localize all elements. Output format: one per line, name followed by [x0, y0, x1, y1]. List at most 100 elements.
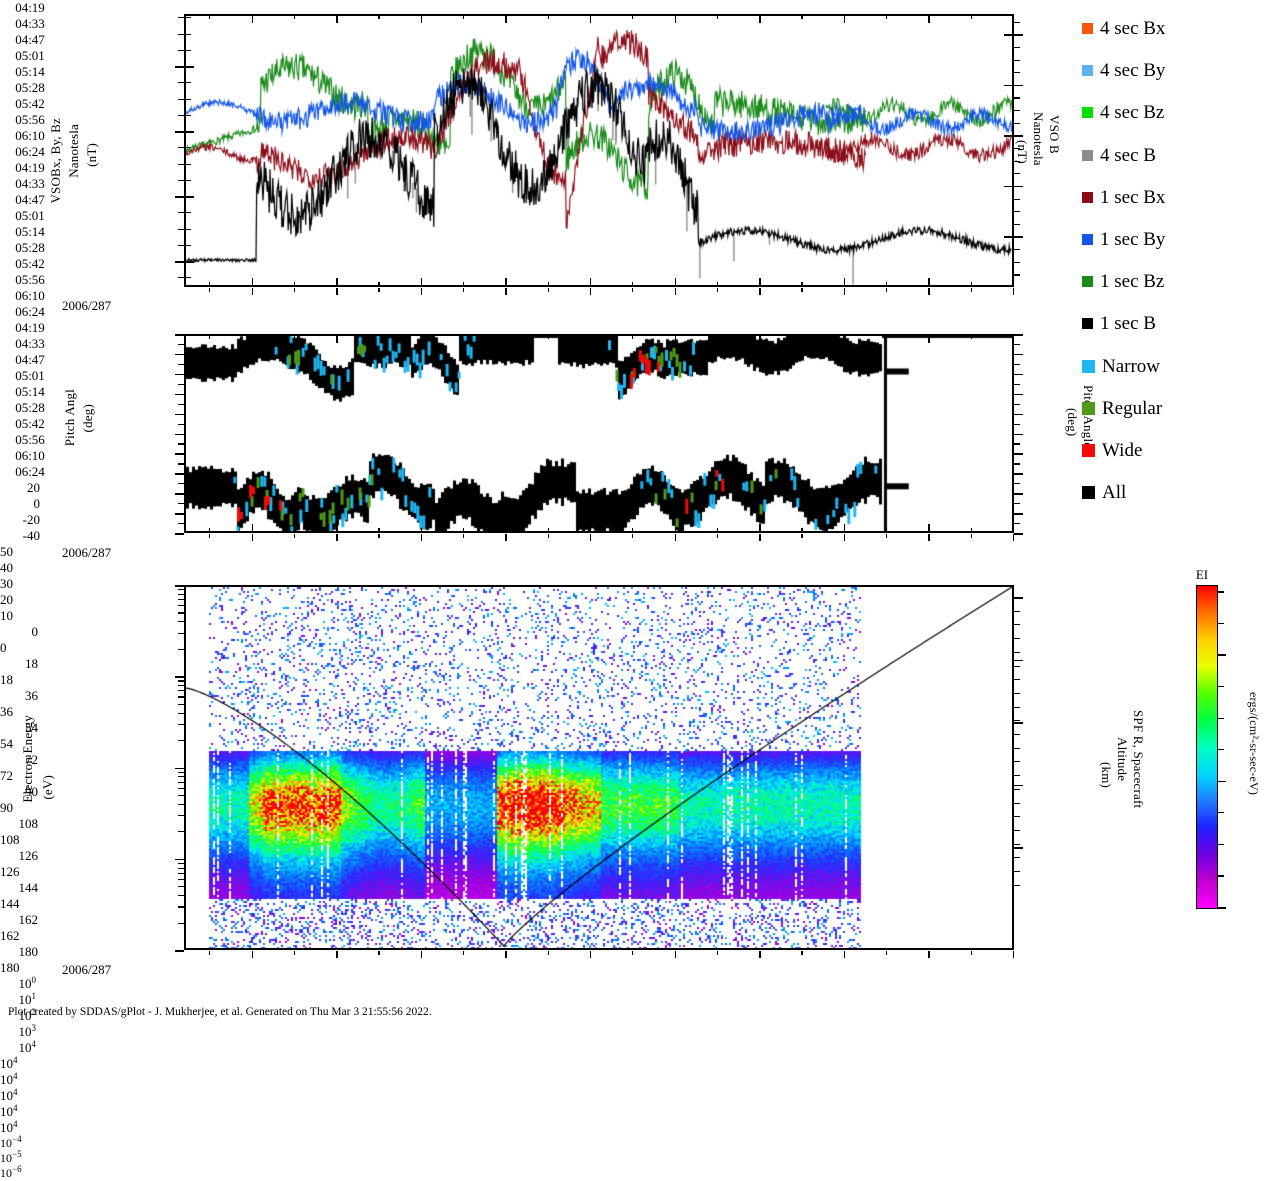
- legend-item-4-sec-by[interactable]: 4 sec By: [1082, 61, 1165, 80]
- y-major-tick-right: [1014, 513, 1023, 515]
- y-minor-tick: [178, 815, 184, 817]
- y-minor-tick-right: [1014, 597, 1020, 599]
- legend-swatch: [1082, 234, 1093, 245]
- y-axis-tick-label: 101: [18, 991, 37, 1007]
- y-minor-tick: [178, 343, 184, 346]
- y-axis-right-tick-label: 10: [0, 608, 13, 623]
- y-axis-right-tick-label: 30: [0, 576, 13, 591]
- x-minor-tick-out: [463, 288, 465, 292]
- y-axis-right-tick-label: 20: [0, 592, 13, 607]
- x-major-tick-out: [251, 534, 253, 541]
- x-major-tick: [1012, 334, 1015, 343]
- y-minor-tick-right: [1014, 775, 1020, 777]
- legend-item-4-sec-bx[interactable]: 4 sec Bx: [1082, 19, 1165, 38]
- panel2-right-ylabel-line2: (deg): [1065, 408, 1080, 437]
- y-axis-tick-label: 0: [31, 624, 39, 639]
- y-minor-tick-right: [1014, 761, 1020, 763]
- legend-item-1-sec-by[interactable]: 1 sec By: [1082, 230, 1165, 249]
- y-major-tick: [175, 66, 184, 68]
- y-minor-tick-right: [1014, 110, 1020, 112]
- legend-item-4-sec-bz[interactable]: 4 sec Bz: [1082, 103, 1164, 122]
- x-major-tick-out: [420, 534, 423, 541]
- y-minor-tick-right: [1014, 747, 1020, 749]
- x-axis-tick-label: 06:24: [15, 144, 45, 159]
- electron-energy-spectrogram-image: [186, 587, 1012, 948]
- y-axis-right-tick-label: 54: [0, 736, 13, 751]
- x-axis-tick-label: 05:14: [15, 64, 45, 79]
- legend-label: Narrow: [1102, 355, 1161, 377]
- y-minor-tick: [178, 723, 184, 726]
- y-minor-tick-right: [1014, 363, 1020, 366]
- panel1-right-ylabel-line1: VSO B: [1047, 115, 1062, 154]
- x-minor-tick-out: [378, 288, 380, 292]
- legend-swatch: [1082, 23, 1093, 34]
- y-axis-right-tick-label: 18: [0, 672, 13, 687]
- legend-item-1-sec-b[interactable]: 1 sec B: [1082, 314, 1156, 333]
- legend-item-wide[interactable]: Wide: [1082, 441, 1142, 460]
- y-axis-right-tick-label: 104: [0, 1071, 18, 1087]
- y-major-tick-right: [1014, 473, 1023, 475]
- y-axis-right-tick-label: 108: [0, 832, 20, 847]
- y-major-tick-right: [1014, 373, 1023, 376]
- colorbar-minor-tick: [1218, 717, 1224, 719]
- y-minor-tick: [178, 803, 184, 805]
- y-axis-tick-label: 72: [25, 752, 38, 767]
- y-major-tick: [175, 261, 184, 263]
- legend-label: Regular: [1102, 397, 1163, 419]
- y-major-tick: [175, 353, 184, 356]
- y-minor-tick: [178, 895, 184, 897]
- y-minor-tick-right: [1014, 816, 1020, 818]
- x-minor-tick-out: [209, 534, 211, 538]
- colorbar-tick-label: 10−5: [0, 1149, 22, 1165]
- y-major-tick-right: [1014, 659, 1023, 662]
- legend-item-1-sec-bx[interactable]: 1 sec Bx: [1082, 188, 1165, 207]
- y-major-tick: [175, 513, 184, 515]
- y-axis-tick-label: 90: [25, 784, 38, 799]
- panel2-right-ylabel-line1: Pitch Angle: [1081, 385, 1096, 449]
- x-minor-tick-out: [716, 534, 718, 538]
- panel1-right-ylabel-line3: (nT): [1015, 140, 1030, 164]
- legend-item-4-sec-b[interactable]: 4 sec B: [1082, 146, 1156, 165]
- y-major-tick-right: [1014, 493, 1023, 495]
- legend-swatch: [1082, 276, 1093, 288]
- legend-label: 1 sec Bz: [1100, 271, 1165, 293]
- y-minor-tick: [178, 771, 184, 773]
- legend-item-all[interactable]: All: [1082, 483, 1126, 502]
- panel3-right-ylabel-line1: SPF R, Spacecraft: [1131, 710, 1146, 809]
- x-major-tick-out: [928, 288, 930, 295]
- y-minor-tick: [178, 523, 184, 525]
- legend-item-regular[interactable]: Regular: [1082, 399, 1162, 418]
- y-axis-right-tick-label: 162: [0, 928, 20, 943]
- colorbar-units-label: ergs/(cm²-sr-sec-eV): [1247, 692, 1261, 796]
- legend-item-narrow[interactable]: Narrow: [1082, 357, 1160, 376]
- y-axis-tick-label: 102: [18, 1007, 37, 1023]
- x-minor-tick-out: [801, 288, 803, 292]
- x-major-tick-out: [674, 288, 676, 295]
- x-major-tick-out: [1012, 534, 1015, 541]
- y-minor-tick-right: [1014, 651, 1020, 653]
- x-major-tick-out: [843, 951, 846, 958]
- y-minor-tick: [178, 228, 184, 230]
- x-axis-tick-label: 05:28: [15, 240, 45, 255]
- x-minor-tick-out: [716, 288, 718, 292]
- y-minor-tick: [178, 632, 184, 634]
- y-minor-tick: [178, 776, 184, 778]
- y-major-tick: [175, 767, 184, 769]
- y-major-tick-right: [1014, 34, 1023, 36]
- y-minor-tick: [178, 862, 184, 865]
- y-minor-tick: [178, 82, 184, 84]
- x-axis-tick-label: 04:33: [15, 176, 45, 191]
- y-minor-tick: [178, 685, 184, 687]
- x-minor-tick-out: [209, 288, 211, 292]
- x-minor-tick-out: [970, 534, 972, 538]
- y-minor-tick-right: [1014, 46, 1020, 49]
- colorbar-tick-label: 10−4: [0, 1134, 22, 1150]
- y-minor-tick-right: [1014, 59, 1020, 61]
- y-minor-tick-right: [1014, 624, 1020, 626]
- y-axis-right-tick-label: 36: [0, 704, 13, 719]
- x-major-tick-out: [589, 534, 592, 541]
- panel2-ylabel-line1: Pitch Angl: [62, 389, 77, 447]
- legend-item-1-sec-bz[interactable]: 1 sec Bz: [1082, 272, 1164, 291]
- y-major-tick-right: [1014, 393, 1023, 396]
- y-minor-tick: [178, 503, 184, 505]
